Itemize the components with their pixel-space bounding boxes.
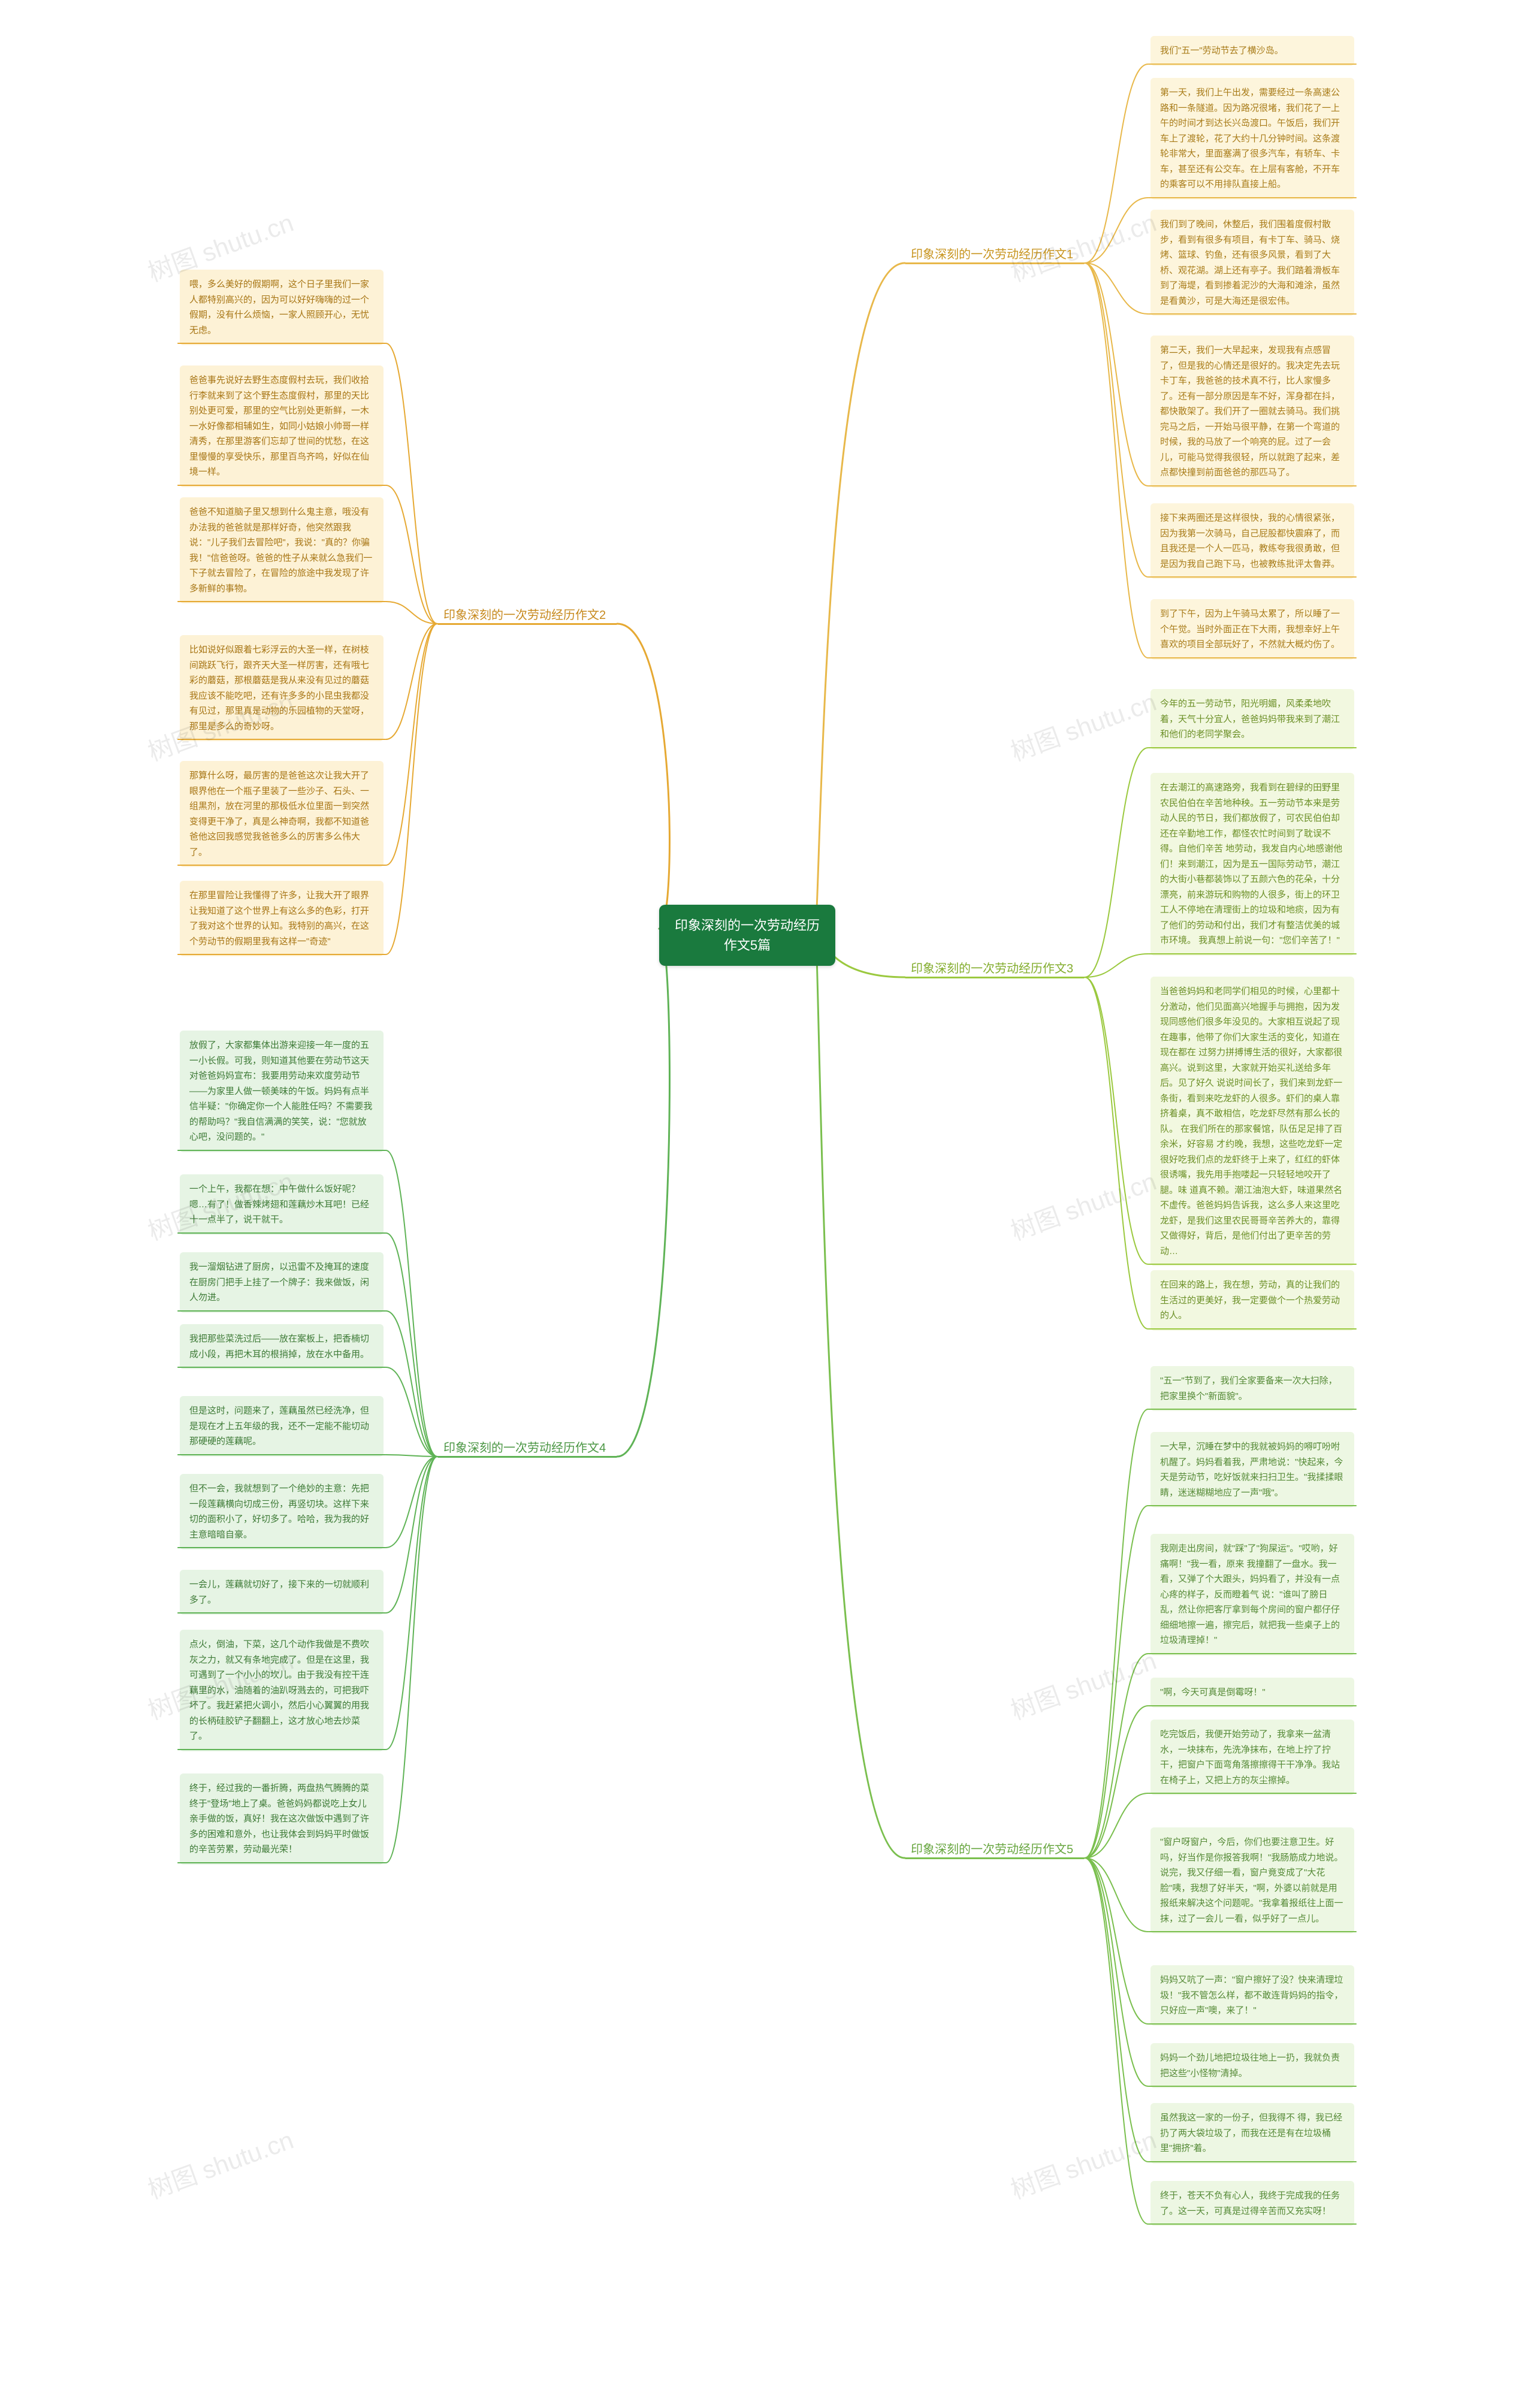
leaf-b5-2: 我刚走出房间，就"踩"了"狗屎运"。"哎哟，好痛啊！"我一看，原来 我撞翻了一盘… <box>1150 1534 1354 1655</box>
leaf-b5-8: 虽然我这一家的一份子，但我得不 得，我已经扔了两大袋垃圾了，而我在还是有在垃圾桶… <box>1150 2103 1354 2164</box>
leaf-underline-b5-8 <box>1148 2161 1357 2162</box>
leaf-b4-4: 但是这时，问题来了，莲藕虽然已经洗净，但是现在才上五年级的我，还不一定能不能切动… <box>180 1396 384 1457</box>
leaf-underline-b2-1 <box>177 485 386 486</box>
leaf-b3-0: 今年的五一劳动节，阳光明媚，风柔柔地吹着，天气十分宜人，爸爸妈妈带我来到了潮江和… <box>1150 689 1354 750</box>
leaf-b1-4: 接下来两圈还是这样很快，我的心情很紧张，因为我第一次骑马，自己屁股都快震麻了，而… <box>1150 503 1354 579</box>
leaf-b4-6: 一会儿，莲藕就切好了，接下来的一切就顺利多了。 <box>180 1570 384 1615</box>
leaf-b2-3: 比如说好似跟着七彩浮云的大圣一样，在树枝间跳跃飞行，跟齐天大圣一样厉害，还有哦七… <box>180 635 384 741</box>
leaf-underline-b5-2 <box>1148 1653 1357 1654</box>
leaf-b5-3: "啊，今天可真是倒霉呀！" <box>1150 1678 1354 1708</box>
leaf-b5-4: 吃完饭后，我便开始劳动了，我拿来一盆清水，一块抹布，先洗净抹布，在地上拧了拧干，… <box>1150 1720 1354 1795</box>
leaf-b5-9: 终于，苍天不负有心人，我终于完成我的任务了。这一天，可真是过得辛苦而又充实呀！ <box>1150 2181 1354 2226</box>
leaf-underline-b3-3 <box>1148 1328 1357 1330</box>
watermark: 树图 shutu.cn <box>1005 1640 1161 1727</box>
leaf-b1-2: 我们到了晚间，休整后，我们围着度假村散步，看到有很多有项目，有卡丁车、骑马、烧烤… <box>1150 210 1354 316</box>
leaf-underline-b4-2 <box>177 1310 386 1312</box>
leaf-b1-5: 到了下午，因为上午骑马太累了，所以睡了一个午觉。当时外面正在下大雨，我想幸好上午… <box>1150 599 1354 660</box>
leaf-b2-4: 那算什么呀，最厉害的是爸爸这次让我大开了眼界他在一个瓶子里装了一些沙子、石头、一… <box>180 761 384 867</box>
leaf-underline-b5-4 <box>1148 1793 1357 1794</box>
branch-underline-b2 <box>437 623 617 625</box>
leaf-b4-2: 我一溜烟钻进了厨房，以迅雷不及掩耳的速度在厨房门把手上挂了一个牌子：我来做饭，闲… <box>180 1252 384 1313</box>
leaf-underline-b5-9 <box>1148 2223 1357 2225</box>
leaf-b5-7: 妈妈一个劲儿地把垃圾往地上一扔，我就负责把这些"小怪物"清掉。 <box>1150 2043 1354 2088</box>
leaf-b2-1: 爸爸事先说好去野生态度假村去玩，我们收拾行李就来到了这个野生态度假村，那里的天比… <box>180 365 384 487</box>
watermark: 树图 shutu.cn <box>1005 2120 1161 2206</box>
leaf-underline-b4-7 <box>177 1749 386 1750</box>
leaf-underline-b2-4 <box>177 865 386 866</box>
leaf-underline-b1-5 <box>1148 657 1357 658</box>
leaf-underline-b3-1 <box>1148 953 1357 954</box>
leaf-underline-b5-3 <box>1148 1705 1357 1706</box>
center-title-line2: 作文5篇 <box>724 938 771 953</box>
center-title-line1: 印象深刻的一次劳动经历 <box>675 918 820 933</box>
leaf-underline-b5-7 <box>1148 2086 1357 2087</box>
leaf-underline-b5-1 <box>1148 1505 1357 1506</box>
leaf-b2-2: 爸爸不知道脑子里又想到什么鬼主意，哦没有办法我的爸爸就是那样好奇，他突然跟我说：… <box>180 497 384 603</box>
leaf-underline-b4-5 <box>177 1547 386 1548</box>
leaf-underline-b4-6 <box>177 1612 386 1614</box>
watermark: 树图 shutu.cn <box>1005 1161 1161 1247</box>
leaf-underline-b2-3 <box>177 739 386 740</box>
branch-underline-b5 <box>905 1857 1085 1859</box>
leaf-b4-0: 放假了，大家都集体出游来迎接一年一度的五一小长假。可我，则知道其他要在劳动节这天… <box>180 1031 384 1152</box>
leaf-b5-5: "窗户呀窗户，今后，你们也要注意卫生。好吗，好当作是你报答我啊！"我肠筋成力地说… <box>1150 1827 1354 1933</box>
leaf-b2-0: 喂，多么美好的假期啊，这个日子里我们一家人都特别高兴的，因为可以好好嗨嗨的过一个… <box>180 270 384 345</box>
leaf-b4-1: 一个上午，我都在想：中午做什么饭好呢？嗯…有了！做香辣烤翅和莲藕炒木耳吧！已经十… <box>180 1174 384 1235</box>
leaf-underline-b2-0 <box>177 343 386 344</box>
leaf-underline-b1-1 <box>1148 197 1357 198</box>
branch-label-b2: 印象深刻的一次劳动经历作文2 <box>443 605 606 623</box>
branch-label-b1: 印象深刻的一次劳动经历作文1 <box>911 244 1073 262</box>
leaf-b4-7: 点火，倒油，下菜，这几个动作我做是不费吹灰之力，就又有条地完成了。但是在这里，我… <box>180 1630 384 1751</box>
branch-label-b5: 印象深刻的一次劳动经历作文5 <box>911 1839 1073 1857</box>
leaf-underline-b4-8 <box>177 1862 386 1863</box>
branch-label-b4: 印象深刻的一次劳动经历作文4 <box>443 1438 606 1455</box>
leaf-underline-b2-5 <box>177 954 386 955</box>
leaf-underline-b4-4 <box>177 1454 386 1455</box>
leaf-underline-b5-0 <box>1148 1409 1357 1410</box>
leaf-underline-b4-0 <box>177 1150 386 1151</box>
leaf-b3-2: 当爸爸妈妈和老同学们相见的时候，心里都十分激动，他们见面高兴地握手与拥抱，因为发… <box>1150 977 1354 1266</box>
leaf-b2-5: 在那里冒险让我懂得了许多，让我大开了眼界让我知道了这个世界上有这么多的色彩，打开… <box>180 881 384 956</box>
center-node: 印象深刻的一次劳动经历 作文5篇 <box>659 905 835 966</box>
watermark: 树图 shutu.cn <box>1005 682 1161 768</box>
leaf-b4-3: 我把那些菜洗过后——放在案板上，把香楠切成小段，再把木耳的根捎掉，放在水中备用。 <box>180 1324 384 1369</box>
leaf-b1-3: 第二天，我们一大早起来，发现我有点感冒了，但是我的心情还是很好的。我决定先去玩卡… <box>1150 336 1354 488</box>
leaf-underline-b2-2 <box>177 601 386 602</box>
leaf-b1-1: 第一天，我们上午出发，需要经过一条高速公路和一条隧道。因为路况很堵，我们花了一上… <box>1150 78 1354 200</box>
leaf-b5-6: 妈妈又吭了一声："窗户擦好了没？快来清理垃圾！"我不管怎么样，都不敢连背妈妈的指… <box>1150 1965 1354 2026</box>
leaf-b4-8: 终于，经过我的一番折腾，两盘热气腾腾的菜终于"登场"地上了桌。爸爸妈妈都说吃上女… <box>180 1773 384 1865</box>
branch-label-b3: 印象深刻的一次劳动经历作文3 <box>911 959 1073 976</box>
leaf-underline-b5-6 <box>1148 2023 1357 2025</box>
leaf-b3-1: 在去潮江的高速路旁，我看到在碧绿的田野里农民伯伯在辛苦地种秧。五一劳动节本来是劳… <box>1150 773 1354 956</box>
branch-underline-b4 <box>437 1456 617 1458</box>
leaf-b3-3: 在回来的路上，我在想，劳动，真的让我们的生活过的更美好，我一定要做个一个热爱劳动… <box>1150 1270 1354 1331</box>
leaf-underline-b4-1 <box>177 1232 386 1234</box>
leaf-b1-0: 我们"五一"劳动节去了横沙岛。 <box>1150 36 1354 66</box>
leaf-underline-b5-5 <box>1148 1931 1357 1932</box>
leaf-underline-b4-3 <box>177 1367 386 1368</box>
leaf-underline-b1-2 <box>1148 313 1357 315</box>
branch-underline-b3 <box>905 977 1085 978</box>
leaf-underline-b1-4 <box>1148 576 1357 578</box>
leaf-underline-b3-0 <box>1148 747 1357 748</box>
leaf-underline-b1-0 <box>1148 64 1357 65</box>
leaf-b4-5: 但不一会，我就想到了一个绝妙的主意：先把一段莲藕横向切成三份，再竖切块。这样下来… <box>180 1474 384 1549</box>
leaf-underline-b3-2 <box>1148 1264 1357 1265</box>
leaf-underline-b1-3 <box>1148 485 1357 487</box>
branch-underline-b1 <box>905 262 1085 264</box>
leaf-b5-0: "五一"节到了，我们全家要备来一次大扫除，把家里换个"新面貌"。 <box>1150 1366 1354 1411</box>
leaf-b5-1: 一大早，沉睡在梦中的我就被妈妈的嘚叮吩咐机醒了。妈妈看着我，严肃地说："快起来，… <box>1150 1432 1354 1507</box>
watermark: 树图 shutu.cn <box>142 2120 298 2206</box>
